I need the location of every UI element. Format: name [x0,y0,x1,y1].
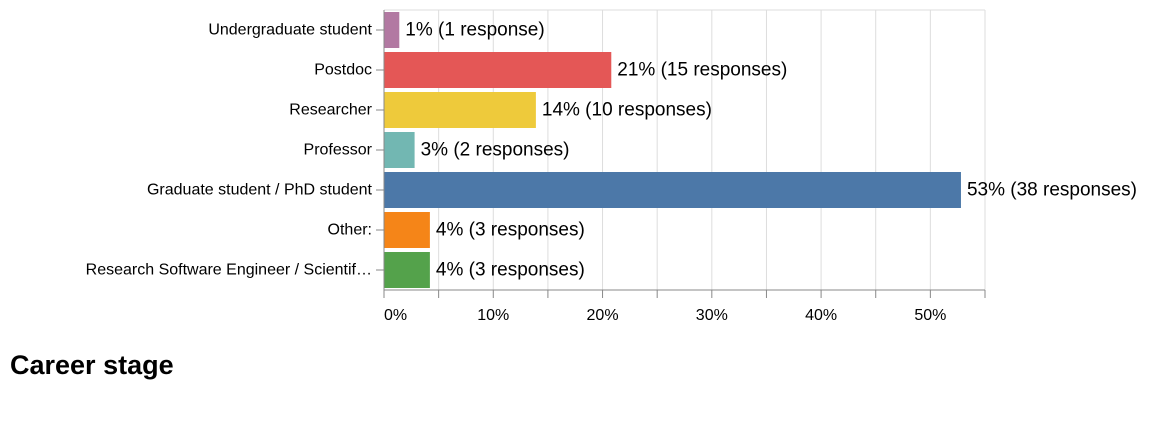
category-label: Other: [328,222,372,239]
chart-title: Career stage [10,350,174,380]
bar [384,52,612,88]
bar [384,12,400,48]
bar [384,92,536,128]
x-tick-label: 40% [805,307,837,324]
axes: Undergraduate student Postdoc Researcher Pr… [86,10,986,324]
data-label: 21% (15 responses) [617,60,787,81]
category-label: Postdoc [314,62,372,79]
x-tick-label: 30% [696,307,728,324]
data-label: 3% (2 responses) [421,140,570,161]
data-label: 1% (1 response) [405,20,544,41]
bar [384,132,415,168]
x-tick-label: 50% [914,307,946,324]
category-label: Graduate student / PhD student [147,182,373,199]
data-label: 14% (10 responses) [542,100,712,121]
bar [384,212,430,248]
data-label: 53% (38 responses) [967,180,1137,201]
category-label: Research Software Engineer / Scientif… [86,262,372,279]
bars: 1% (1 response) 21% (15 responses) 14% (10… [384,12,1137,288]
category-label: Professor [304,142,373,159]
career-stage-chart: 1% (1 response) 21% (15 responses) 14% (10… [86,9,1137,324]
x-tick-label: 0% [384,307,407,324]
category-label: Researcher [289,102,372,119]
x-tick-label: 10% [477,307,509,324]
bar [384,172,961,208]
data-label: 4% (3 responses) [436,260,585,281]
data-label: 4% (3 responses) [436,220,585,241]
x-tick-label: 20% [587,307,619,324]
bar [384,252,430,288]
category-label: Undergraduate student [208,22,372,39]
